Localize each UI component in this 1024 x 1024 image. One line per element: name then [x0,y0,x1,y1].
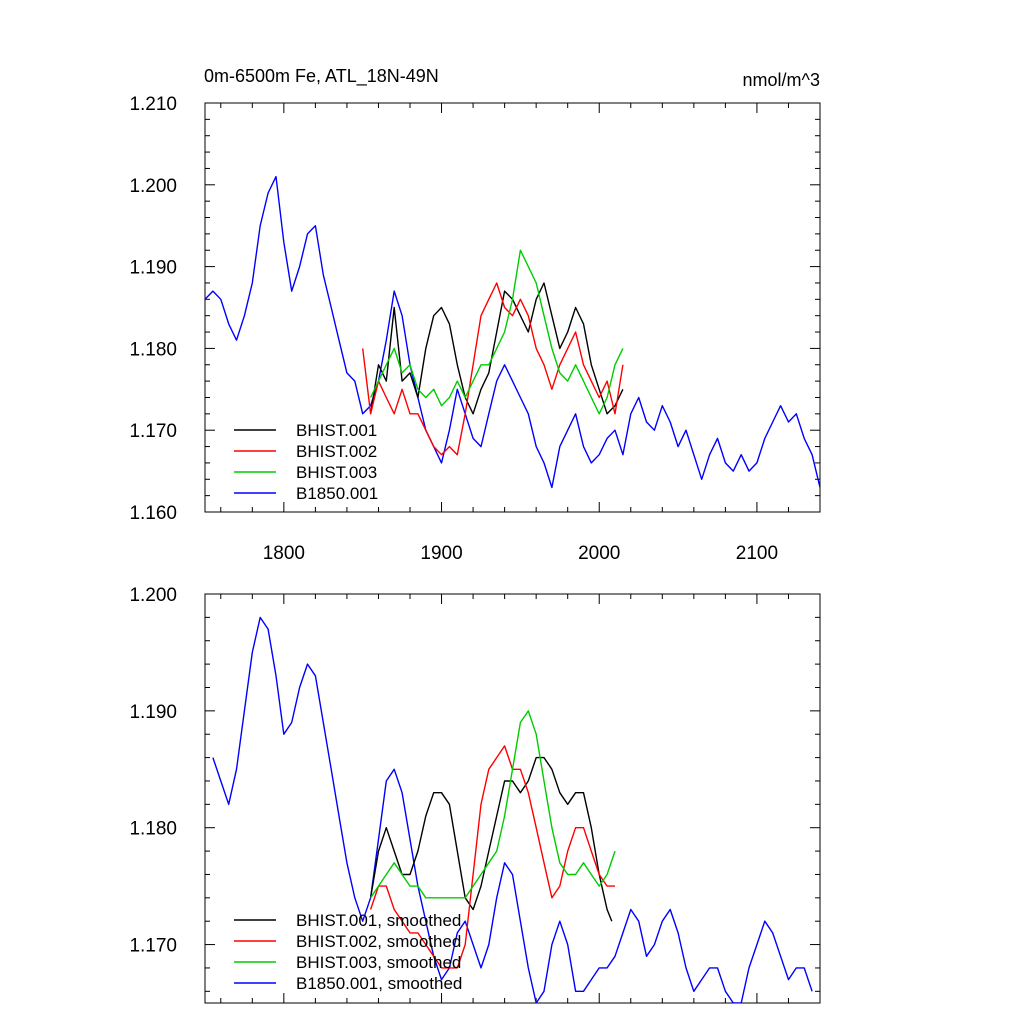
y-tick-label: 1.160 [129,503,177,524]
top-panel: 1.160 1.170 1.180 1.190 1.200 1.210 1800 1900 20… [129,94,821,564]
series-line-1 [362,282,624,456]
series-line-3 [212,616,813,1003]
legend-label: BHIST.001 [296,421,377,440]
y-tick-label: 1.180 [129,819,177,840]
legend-label: BHIST.003, smoothed [296,953,461,972]
legend-label: B1850.001, smoothed [296,974,462,993]
bottom-panel: 1.170 1.180 1.190 1.200 BHIST.001, smoothed B… [129,585,821,1004]
y-tick-label: 1.200 [129,176,177,197]
series-line-3 [205,175,820,489]
y-tick-label: 1.180 [129,339,177,360]
y-tick-label: 1.170 [129,421,177,442]
series-group [205,175,820,489]
series-line-2 [370,710,616,899]
x-tick-label: 2100 [736,543,778,564]
series-line-0 [369,756,613,922]
series-line-1 [369,745,615,969]
plot-frame [204,102,821,513]
legend-label: BHIST.001, smoothed [296,911,461,930]
series-line-2 [369,249,624,415]
chart-title: 0m-6500m Fe, ATL_18N-49N [204,66,439,87]
y-tick-label: 1.190 [129,258,177,279]
legend-label: BHIST.003 [296,463,377,482]
y-tick-label: 1.170 [129,936,177,957]
y-tick-label: 1.200 [129,585,177,606]
y-tick-label: 1.190 [129,702,177,723]
units-label: nmol/m^3 [743,70,820,90]
series-group [212,616,813,1003]
legend-label: BHIST.002, smoothed [296,932,461,951]
series-line-0 [369,282,624,415]
plot-frame [204,593,821,1004]
y-tick-label: 1.210 [129,94,177,115]
x-tick-label: 2000 [578,543,620,564]
legend-label: BHIST.002 [296,442,377,461]
x-tick-label: 1900 [420,543,462,564]
legend-label: B1850.001 [296,484,378,503]
x-tick-label: 1800 [263,543,305,564]
